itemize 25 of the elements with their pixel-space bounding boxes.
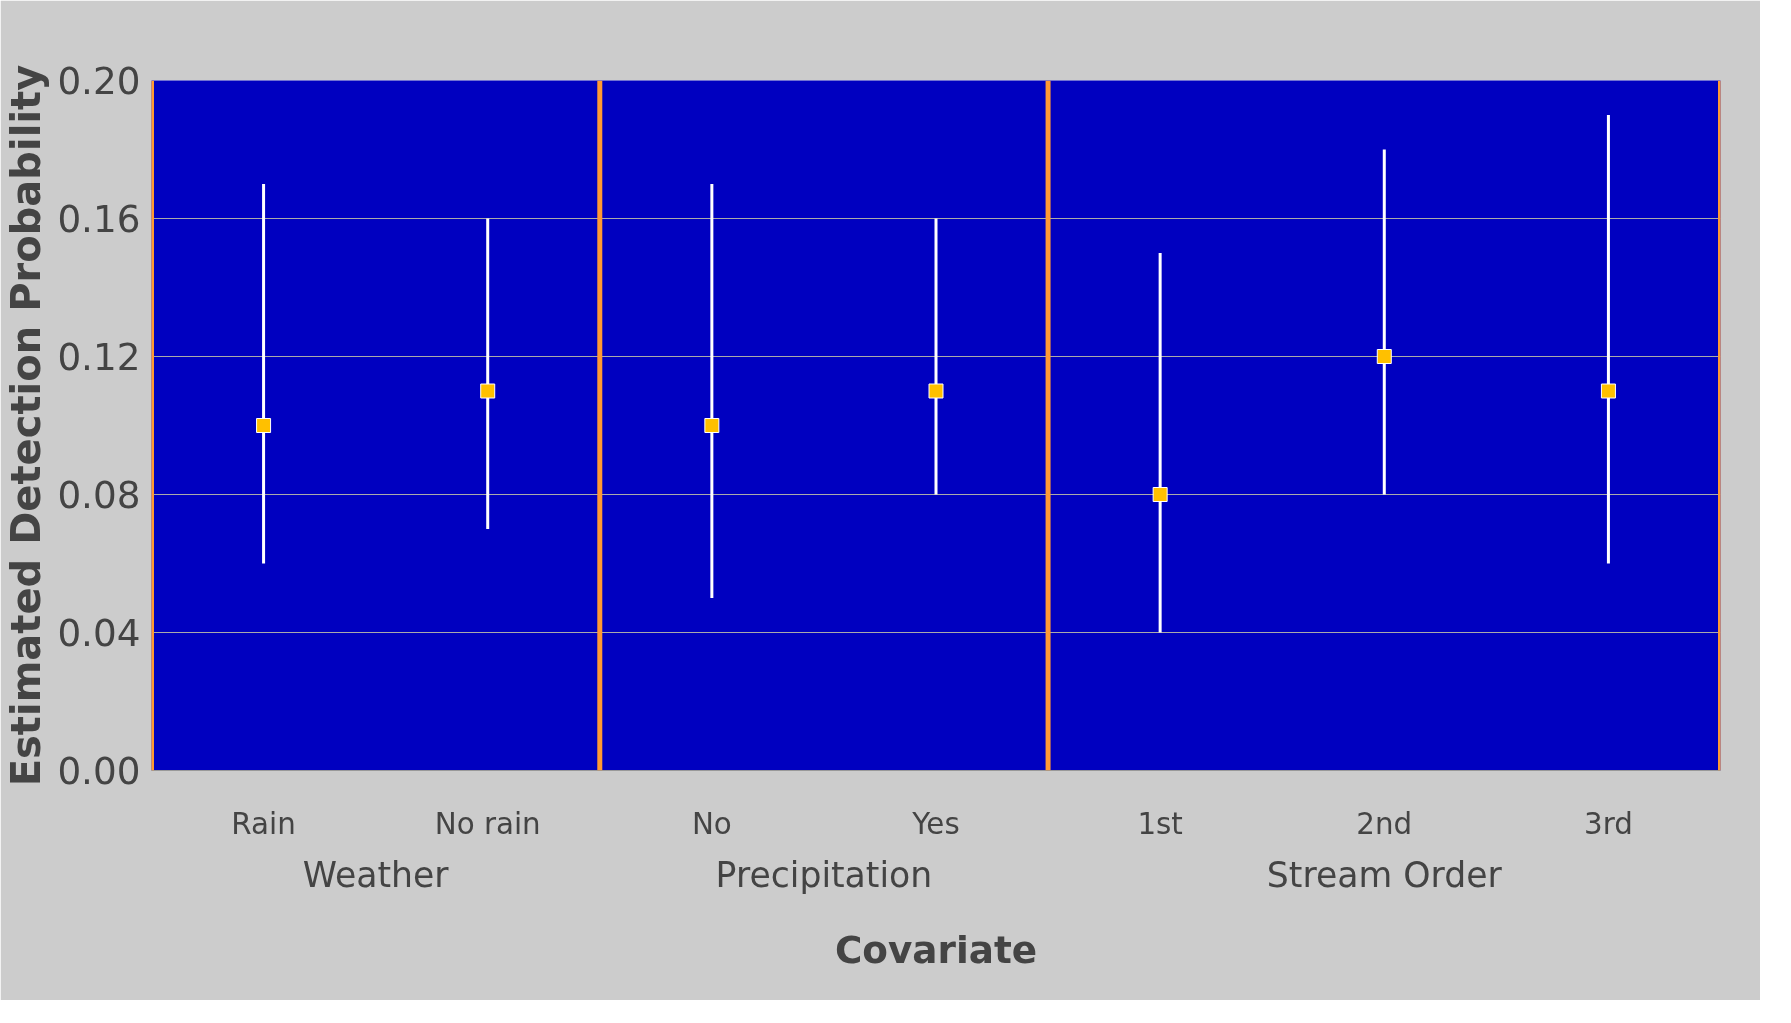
x-tick-label: 3rd: [1584, 806, 1633, 841]
y-tick-label: 0.12: [57, 335, 141, 379]
point: [928, 383, 944, 399]
y-axis-title: Estimated Detection Probability: [3, 64, 50, 787]
x-tick-label: No: [691, 806, 732, 841]
x-tick-label: 1st: [1137, 806, 1183, 841]
x-tick-label: Yes: [911, 806, 960, 841]
point: [480, 383, 496, 399]
x-tick-label: No rain: [434, 806, 541, 841]
point: [256, 418, 272, 433]
y-tick-label: 0.20: [57, 59, 141, 103]
text: Weather: [302, 854, 450, 895]
y-tick-label: 0.04: [57, 611, 141, 655]
x-axis-title: Covariate: [834, 927, 1038, 972]
y-tick-label: 0.00: [57, 749, 141, 793]
y-tick-label: 0.16: [57, 197, 141, 241]
text: Stream Order: [1266, 854, 1503, 895]
point: [1376, 349, 1392, 364]
point: [704, 418, 720, 433]
point: [1152, 487, 1168, 502]
text: Precipitation: [715, 854, 933, 895]
y-tick-label: 0.08: [57, 473, 141, 517]
x-tick-label: 2nd: [1356, 806, 1413, 841]
point: [1600, 383, 1616, 399]
x-tick-label: Rain: [231, 806, 296, 841]
